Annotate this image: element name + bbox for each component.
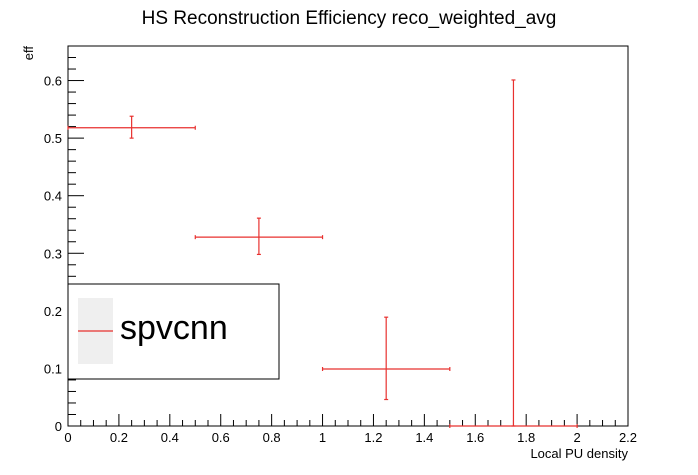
x-axis-title: Local PU density (530, 446, 628, 461)
series-layer (67, 79, 578, 428)
data-point (449, 79, 578, 428)
x-tick-label: 1.4 (415, 430, 433, 445)
x-tick-label: 1.8 (517, 430, 535, 445)
y-tick-label: 0.3 (44, 246, 62, 261)
legend: spvcnn (67, 283, 280, 380)
x-tick-label: 0.2 (110, 430, 128, 445)
data-point (194, 217, 324, 256)
axis-ticks (67, 45, 629, 427)
data-point (321, 316, 451, 401)
x-tick-labels: 0 0.2 0.4 0.6 0.8 1 1.2 1.4 1.6 1.8 2 2.2 (64, 430, 637, 445)
y-tick-label: 0.6 (44, 74, 62, 89)
y-tick-label: 0 (55, 419, 62, 434)
x-tick-label: 0.8 (263, 430, 281, 445)
y-tick-labels: 0 0.1 0.2 0.3 0.4 0.5 0.6 (44, 74, 62, 434)
x-tick-label: 2 (573, 430, 580, 445)
y-tick-label: 0.1 (44, 361, 62, 376)
x-tick-label: 1.6 (466, 430, 484, 445)
y-axis-title: eff (21, 46, 36, 61)
x-tick-label: 2.2 (619, 430, 637, 445)
x-tick-label: 1.2 (364, 430, 382, 445)
y-tick-label: 0.5 (44, 131, 62, 146)
x-tick-label: 0.4 (161, 430, 179, 445)
x-tick-label: 0 (64, 430, 71, 445)
data-point (67, 115, 196, 139)
x-tick-label: 1 (319, 430, 326, 445)
legend-label: spvcnn (120, 309, 228, 347)
x-tick-label: 0.6 (212, 430, 230, 445)
chart-title: HS Reconstruction Efficiency reco_weight… (142, 8, 557, 29)
y-tick-label: 0.4 (44, 189, 62, 204)
y-tick-label: 0.2 (44, 304, 62, 319)
